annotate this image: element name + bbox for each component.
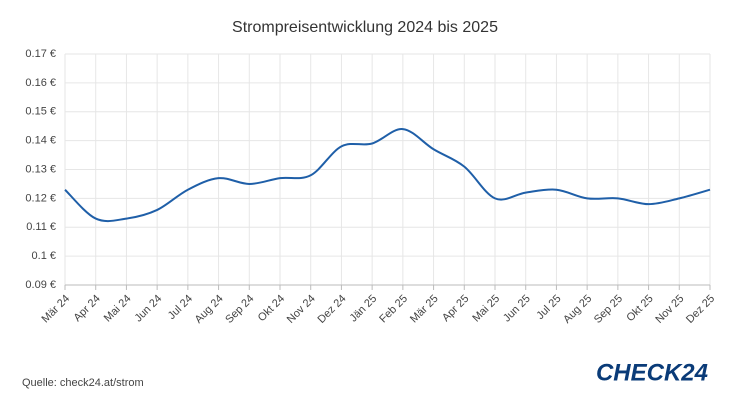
- x-tick-label: Okt 25: [624, 293, 655, 324]
- x-tick-label: Okt 24: [256, 293, 287, 324]
- x-tick-label: Mai 24: [102, 293, 134, 325]
- x-tick-label: Apr 25: [440, 293, 471, 324]
- y-tick-label: 0.17 €: [25, 48, 56, 60]
- x-tick-label: Dez 24: [315, 293, 348, 326]
- chart-title: Strompreisentwicklung 2024 bis 2025: [232, 19, 498, 36]
- x-tick-label: Nov 25: [653, 293, 686, 326]
- x-tick-label: Mai 25: [470, 293, 502, 325]
- x-tick-label: Aug 25: [561, 293, 594, 326]
- y-tick-label: 0.16 €: [25, 77, 56, 89]
- x-tick-label: Jän 25: [347, 293, 379, 325]
- y-tick-label: 0.1 €: [32, 250, 56, 262]
- price-line: [64, 128, 711, 223]
- x-tick-label: Mär 25: [408, 293, 441, 326]
- brand-logo: CHECK24: [596, 359, 708, 386]
- y-tick-label: 0.11 €: [26, 221, 56, 233]
- y-tick-label: 0.14 €: [25, 135, 56, 147]
- x-tick-label: Aug 24: [193, 293, 226, 326]
- x-tick-label: Dez 25: [684, 293, 717, 326]
- y-tick-label: 0.09 €: [25, 279, 56, 291]
- x-tick-label: Jul 24: [166, 293, 195, 322]
- y-tick-label: 0.12 €: [25, 192, 56, 204]
- x-tick-label: Nov 24: [285, 293, 318, 326]
- x-tick-label: Apr 24: [71, 293, 102, 324]
- x-tick-label: Sep 25: [592, 293, 625, 326]
- x-tick-label: Jul 25: [534, 293, 563, 322]
- x-tick-label: Sep 24: [223, 293, 256, 326]
- x-tick-label: Mär 24: [39, 293, 72, 326]
- source-note: Quelle: check24.at/strom: [22, 377, 144, 389]
- x-tick-label: Jun 25: [501, 293, 533, 325]
- x-tick-label: Jun 24: [132, 293, 164, 325]
- y-tick-label: 0.13 €: [25, 163, 56, 175]
- y-tick-label: 0.15 €: [25, 106, 56, 118]
- x-tick-label: Feb 25: [377, 293, 410, 326]
